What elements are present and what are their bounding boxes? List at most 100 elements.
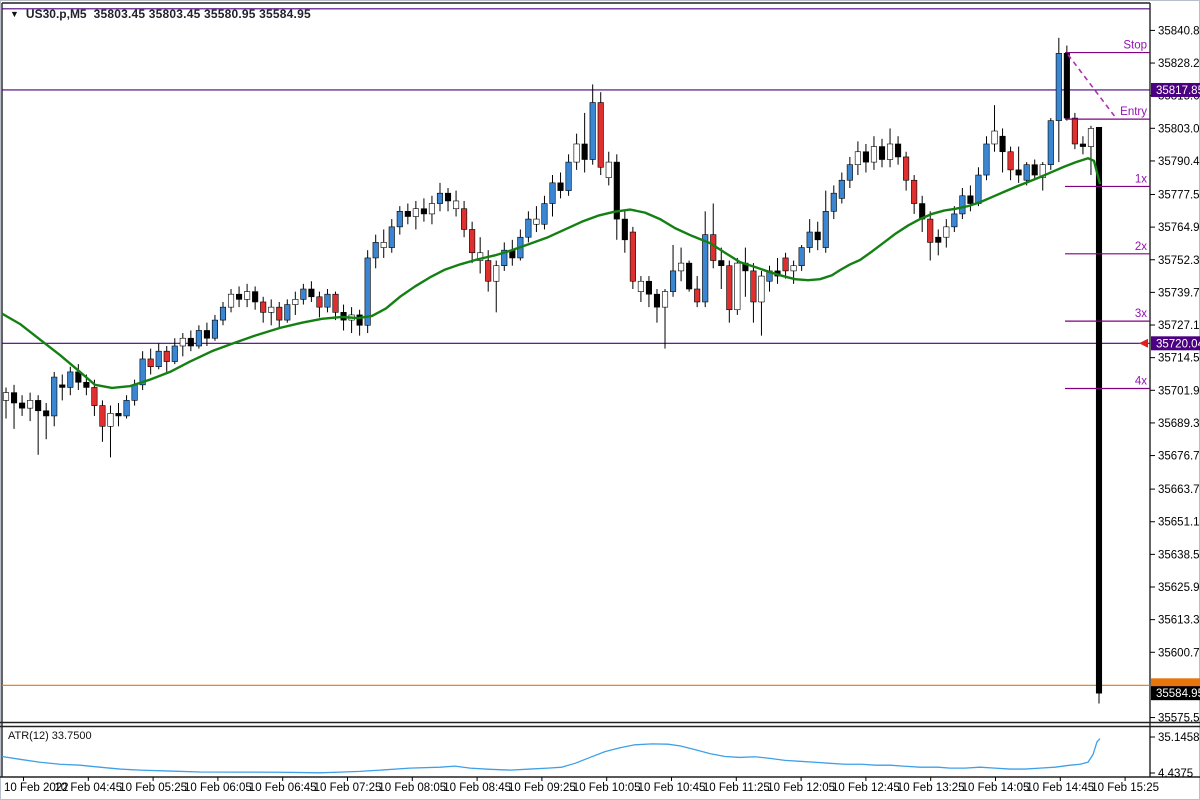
entry-projection-line[interactable] bbox=[1067, 54, 1116, 118]
candle bbox=[605, 151, 612, 186]
moving-average-line bbox=[1, 157, 1102, 390]
price-tick-label: 35790.45 bbox=[1158, 156, 1200, 168]
candle bbox=[999, 128, 1006, 173]
candle bbox=[774, 257, 781, 284]
candle bbox=[436, 182, 444, 212]
trade-level-label: Stop bbox=[1123, 40, 1147, 52]
price-tick-label: 35714.50 bbox=[1158, 353, 1200, 365]
candle bbox=[324, 289, 331, 313]
trade-level-stop[interactable]: Stop bbox=[1065, 40, 1150, 54]
candle bbox=[991, 105, 998, 152]
candle bbox=[2, 387, 10, 419]
candle bbox=[316, 291, 323, 318]
candle bbox=[637, 276, 644, 302]
time-tick-label: 10 Feb 06:45 bbox=[249, 782, 317, 794]
candle bbox=[35, 395, 42, 455]
atr-line bbox=[1, 738, 1101, 774]
candle bbox=[870, 136, 878, 170]
trade-level-entry[interactable]: Entry bbox=[1065, 106, 1150, 120]
trade-level-2x[interactable]: 2x bbox=[1065, 241, 1150, 255]
candle bbox=[565, 154, 572, 196]
price-tick-label: 35676.70 bbox=[1158, 451, 1200, 463]
candle bbox=[187, 330, 194, 352]
price-tick-label: 35727.10 bbox=[1158, 320, 1200, 332]
trade-level-label: 1x bbox=[1135, 173, 1147, 185]
candle bbox=[1007, 146, 1014, 181]
candle bbox=[613, 154, 620, 240]
time-tick-label: 10 Feb 11:25 bbox=[703, 782, 770, 794]
candle bbox=[838, 172, 845, 204]
price-tick-label: 35638.55 bbox=[1158, 549, 1200, 561]
trade-level-3x[interactable]: 3x bbox=[1065, 308, 1150, 322]
candle bbox=[670, 244, 677, 297]
candle bbox=[219, 301, 227, 326]
candle bbox=[300, 283, 307, 305]
trade-level-1x[interactable]: 1x bbox=[1065, 173, 1150, 188]
trade-level-4x[interactable]: 4x bbox=[1065, 375, 1150, 390]
candle bbox=[332, 291, 339, 321]
candle bbox=[284, 299, 291, 323]
candle bbox=[308, 281, 315, 302]
candle bbox=[276, 301, 283, 328]
candle bbox=[260, 296, 267, 323]
candle bbox=[1047, 118, 1054, 170]
candle bbox=[27, 392, 34, 422]
candle bbox=[163, 345, 170, 372]
svg-text:35817.85: 35817.85 bbox=[1156, 85, 1200, 97]
indicator-scale-label: 35.1458 bbox=[1158, 732, 1200, 744]
candle bbox=[541, 195, 548, 230]
candle bbox=[268, 299, 275, 326]
price-axis[interactable]: 35840.8535828.2535815.6535803.0535790.45… bbox=[1150, 25, 1200, 725]
candle bbox=[211, 314, 219, 341]
indicator-axis[interactable]: 35.1458 4.4375 bbox=[1150, 732, 1200, 780]
price-arrow-icon bbox=[1139, 338, 1148, 348]
candle bbox=[1031, 159, 1038, 181]
candle bbox=[10, 384, 18, 429]
candle bbox=[782, 252, 789, 279]
candle bbox=[469, 221, 476, 264]
price-tick-label: 35803.05 bbox=[1158, 123, 1200, 135]
candle bbox=[661, 289, 669, 349]
time-tick-label: 10 Feb 10:05 bbox=[573, 782, 641, 794]
candle bbox=[549, 175, 556, 217]
price-tick-label: 35651.15 bbox=[1158, 517, 1200, 529]
candle bbox=[525, 211, 532, 243]
candle bbox=[581, 112, 588, 173]
candle bbox=[59, 374, 66, 401]
candle bbox=[678, 247, 685, 282]
candle bbox=[123, 395, 130, 419]
price-tick-label: 35663.75 bbox=[1158, 484, 1200, 496]
candle bbox=[1071, 112, 1078, 150]
candle bbox=[43, 402, 50, 440]
candle bbox=[115, 402, 122, 427]
candle bbox=[19, 395, 26, 416]
indicator-scale-label: 4.4375 bbox=[1158, 768, 1193, 780]
candle bbox=[420, 198, 427, 222]
candle bbox=[557, 172, 564, 199]
candle bbox=[686, 260, 693, 292]
candle bbox=[862, 143, 869, 173]
candle bbox=[1055, 37, 1062, 163]
price-tick-label: 35739.70 bbox=[1158, 287, 1200, 299]
candle bbox=[461, 200, 468, 238]
time-tick-label: 10 Feb 09:25 bbox=[508, 782, 576, 794]
candle bbox=[171, 338, 178, 365]
candle bbox=[501, 242, 508, 271]
trade-level-label: Entry bbox=[1120, 106, 1147, 118]
candle bbox=[798, 244, 805, 271]
candle bbox=[645, 276, 652, 308]
level-price-label: 35720.04 bbox=[1139, 336, 1200, 351]
trade-level-label: 4x bbox=[1135, 375, 1147, 387]
candle bbox=[292, 291, 299, 315]
candle bbox=[822, 190, 829, 253]
chart-symbol-timeframe: US30.p,M5 bbox=[25, 7, 87, 21]
price-tick-label: 35777.50 bbox=[1158, 189, 1200, 201]
candle bbox=[51, 371, 58, 427]
price-tick-label: 35600.75 bbox=[1158, 647, 1200, 659]
candle bbox=[734, 257, 741, 315]
time-tick-label: 10 Feb 12:05 bbox=[767, 782, 835, 794]
symbol-dropdown-icon[interactable]: ▼ bbox=[10, 8, 19, 19]
